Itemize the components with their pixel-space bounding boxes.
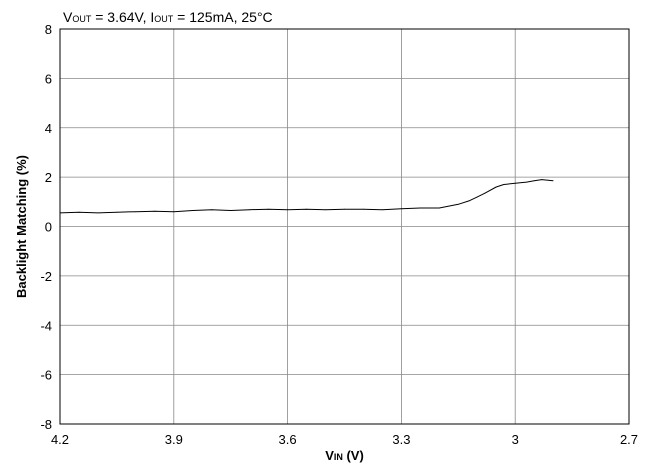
x-tick-label: 3.6 bbox=[279, 432, 297, 447]
y-tick-label: 6 bbox=[45, 71, 52, 86]
data-point bbox=[154, 210, 156, 212]
x-tick-label: 2.7 bbox=[620, 432, 638, 447]
data-point bbox=[287, 209, 288, 211]
y-tick-label: 4 bbox=[45, 121, 52, 136]
y-tick-label: -6 bbox=[40, 368, 52, 383]
x-tick-label: 3 bbox=[512, 432, 519, 447]
data-point bbox=[541, 179, 543, 181]
data-point bbox=[192, 210, 194, 211]
data-point bbox=[135, 211, 137, 213]
data-point bbox=[173, 211, 175, 213]
data-point bbox=[78, 211, 80, 213]
data-point bbox=[59, 212, 61, 214]
grid bbox=[60, 29, 629, 424]
plot-area-frame bbox=[59, 28, 630, 425]
x-tick-label: 4.2 bbox=[51, 432, 69, 447]
y-tick-label: -4 bbox=[40, 318, 52, 333]
data-point bbox=[457, 203, 459, 205]
y-axis-label: Backlight Matching (%) bbox=[14, 155, 29, 298]
data-point bbox=[97, 212, 99, 214]
data-point bbox=[526, 181, 527, 183]
data-point bbox=[503, 184, 505, 185]
x-tick-label: 3.3 bbox=[392, 432, 410, 447]
data-point bbox=[533, 180, 535, 182]
y-tick-label: 8 bbox=[45, 22, 52, 37]
data-point bbox=[552, 180, 554, 182]
data-point bbox=[469, 200, 471, 202]
data-point bbox=[325, 209, 326, 211]
data-point bbox=[344, 208, 345, 210]
y-tick-label: 2 bbox=[45, 170, 52, 185]
tick-labels: 4.2 3.9 3.6 3.3 3 2.7 -8 -6 -4 -2 0 2 4 6 8 bbox=[40, 22, 638, 447]
data-point bbox=[401, 208, 402, 210]
data-point bbox=[249, 209, 251, 211]
data-point bbox=[230, 210, 232, 211]
y-tick-label: -2 bbox=[40, 269, 52, 284]
series-group bbox=[59, 179, 554, 214]
data-point bbox=[363, 208, 364, 210]
series-line-0 bbox=[59, 179, 554, 214]
data-point bbox=[420, 207, 421, 209]
data-point bbox=[484, 192, 486, 194]
data-point bbox=[116, 211, 118, 213]
y-tick-label: -8 bbox=[40, 417, 52, 432]
x-axis-label: VIN (V) bbox=[325, 448, 364, 463]
data-point bbox=[306, 208, 307, 210]
data-point bbox=[211, 209, 213, 211]
x-tick-label: 3.9 bbox=[165, 432, 183, 447]
data-point bbox=[514, 182, 516, 184]
data-point bbox=[495, 186, 497, 188]
data-point bbox=[268, 208, 269, 210]
data-point bbox=[438, 207, 440, 209]
data-point bbox=[476, 196, 478, 198]
chart-title: VOUT = 3.64V, IOUT = 125mA, 25°C bbox=[63, 9, 273, 25]
y-tick-label: 0 bbox=[45, 220, 52, 235]
data-point bbox=[382, 209, 383, 211]
